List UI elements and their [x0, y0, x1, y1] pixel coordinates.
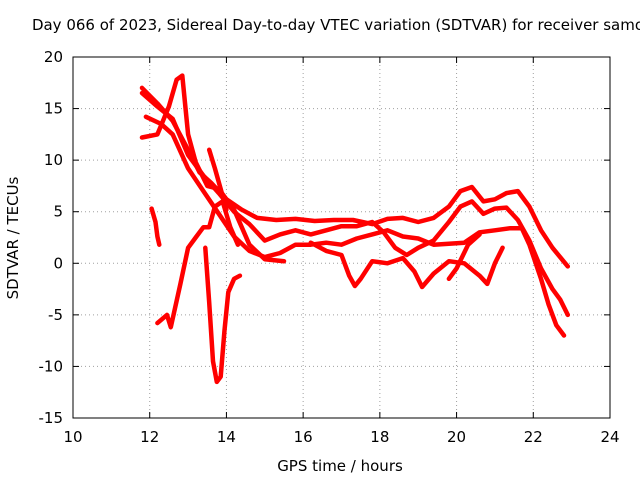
series-line: [446, 232, 482, 282]
series-markers: [204, 247, 241, 384]
y-axis-label: SDTVAR / TECUs: [4, 176, 22, 299]
chart-title: Day 066 of 2023, Sidereal Day-to-day VTE…: [32, 16, 640, 34]
y-tick-label: 5: [53, 203, 63, 221]
y-tick-label: 10: [44, 151, 63, 169]
series-line: [203, 245, 243, 385]
x-tick-label: 22: [524, 428, 543, 446]
y-axis: -15 -10 -5 0 5 10 15 20: [39, 48, 610, 427]
series-layer: [139, 73, 571, 385]
series-trace-i: [308, 240, 505, 290]
series-markers: [141, 74, 285, 262]
y-tick-label: 20: [44, 48, 63, 66]
y-tick-label: -15: [39, 409, 64, 427]
y-tick-label: -10: [39, 357, 64, 375]
x-tick-label: 16: [294, 428, 313, 446]
series-markers: [145, 116, 565, 336]
x-tick-label: 20: [447, 428, 466, 446]
x-axis: 10 12 14 16 18 20 22 24: [63, 57, 620, 446]
series-trace-j: [446, 232, 482, 282]
series-markers: [208, 149, 227, 210]
x-tick-label: 24: [600, 428, 619, 446]
x-axis-label: GPS time / hours: [277, 457, 403, 475]
x-tick-label: 12: [140, 428, 159, 446]
series-trace-d: [139, 73, 287, 264]
series-trace-h: [149, 206, 162, 247]
y-tick-label: -5: [48, 306, 63, 324]
grid: [73, 57, 610, 418]
x-tick-label: 14: [217, 428, 236, 446]
x-tick-label: 10: [63, 428, 82, 446]
series-markers: [157, 200, 239, 330]
series-trace-f: [203, 245, 243, 385]
series-line: [308, 240, 505, 290]
y-tick-label: 15: [44, 100, 63, 118]
series-trace-g: [206, 147, 229, 212]
series-markers: [141, 87, 569, 267]
series-markers: [151, 208, 160, 245]
plot-frame: [72, 56, 611, 419]
series-markers: [310, 242, 504, 288]
y-tick-label: 0: [53, 254, 63, 272]
series-trace-c: [143, 114, 567, 338]
x-tick-label: 18: [370, 428, 389, 446]
